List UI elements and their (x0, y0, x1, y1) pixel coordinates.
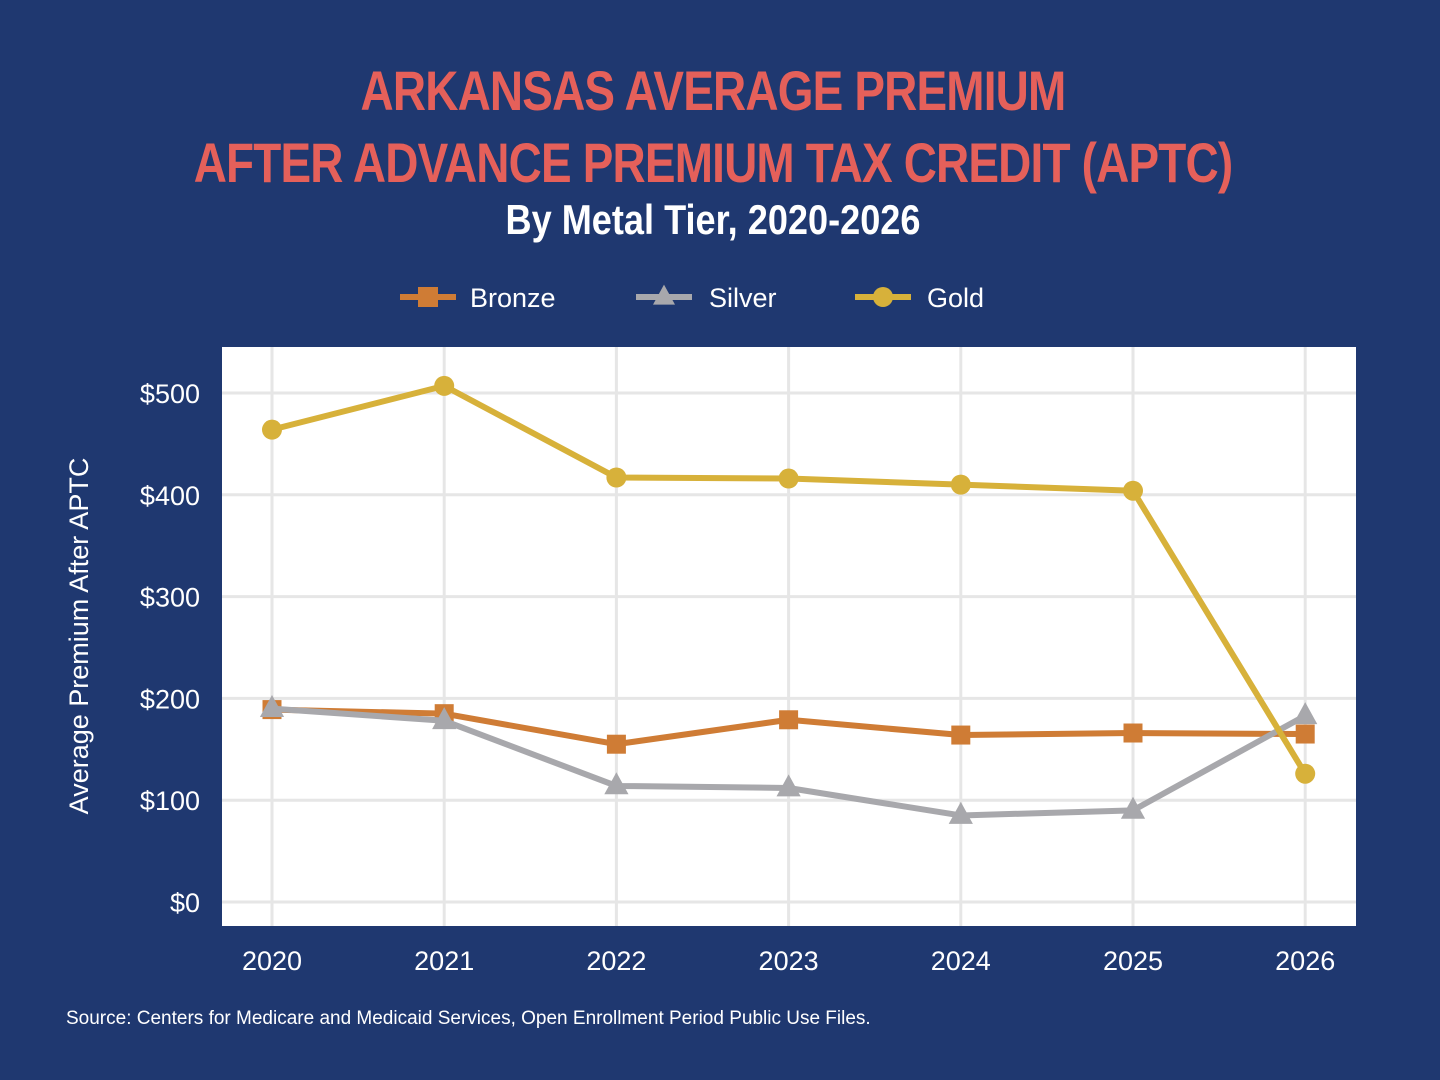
silver-point-2024 (948, 801, 973, 824)
chart-subtitle: By Metal Tier, 2020-2026 (505, 196, 921, 243)
legend-item-bronze: Bronze (400, 283, 556, 313)
x-tick-label: 2025 (1103, 946, 1163, 976)
gold-point-2026 (1295, 763, 1316, 784)
gold-point-2020 (262, 419, 282, 440)
x-tick-label: 2021 (414, 946, 474, 976)
line-chart: Bronze Silver Gold $0 $100 $200 $300 $400 $500 2… (64, 283, 1356, 976)
y-axis-title: Average Premium After APTC (64, 458, 94, 815)
bronze-point-2024 (951, 725, 971, 745)
series-gold (262, 375, 1316, 784)
x-tick-label: 2022 (586, 946, 646, 976)
y-tick-label: $300 (140, 583, 200, 613)
x-tick-label: 2026 (1275, 946, 1335, 976)
series-layer (259, 375, 1318, 824)
gold-point-2023 (778, 468, 799, 489)
series-silver (259, 694, 1318, 824)
chart-title-line-1: ARKANSAS AVERAGE PREMIUM (360, 59, 1067, 122)
gold-point-2025 (1123, 480, 1143, 501)
source-note: Source: Centers for Medicare and Medicai… (66, 1008, 871, 1029)
legend-marker-silver (653, 284, 675, 305)
legend-label-bronze: Bronze (470, 283, 556, 313)
legend-label-silver: Silver (709, 283, 777, 313)
x-tick-label: 2020 (242, 946, 302, 976)
bronze-point-2025 (1123, 723, 1143, 743)
chart-legend: Bronze Silver Gold (400, 283, 984, 313)
x-tick-label: 2024 (931, 946, 991, 976)
bronze-point-2026 (1295, 724, 1315, 744)
silver-point-2020 (259, 694, 285, 717)
legend-marker-bronze (418, 287, 438, 307)
legend-item-silver: Silver (636, 283, 777, 313)
silver-point-2022 (604, 772, 629, 795)
y-tick-label: $0 (170, 888, 200, 918)
axes: $0 $100 $200 $300 $400 $500 2020 2021 2022 2023 20… (140, 379, 1335, 976)
x-tick-label: 2023 (759, 946, 819, 976)
gold-point-2021 (434, 375, 455, 396)
gold-point-2022 (606, 467, 627, 488)
grid-lines (222, 347, 1356, 926)
silver-point-2023 (776, 774, 801, 797)
y-tick-label: $500 (140, 379, 200, 409)
bronze-point-2023 (779, 710, 799, 730)
legend-label-gold: Gold (927, 283, 984, 313)
legend-marker-gold (873, 287, 893, 307)
y-tick-label: $200 (140, 684, 200, 714)
silver-point-2026 (1293, 702, 1318, 725)
gold-point-2024 (950, 474, 971, 495)
legend-item-gold: Gold (855, 283, 984, 313)
y-tick-label: $100 (140, 786, 200, 816)
silver-point-2025 (1120, 796, 1146, 819)
bronze-point-2022 (606, 734, 626, 754)
y-tick-label: $400 (140, 481, 200, 511)
chart-title-line-2: AFTER ADVANCE PREMIUM TAX CREDIT (APTC) (193, 131, 1233, 194)
silver-point-2021 (432, 707, 457, 730)
